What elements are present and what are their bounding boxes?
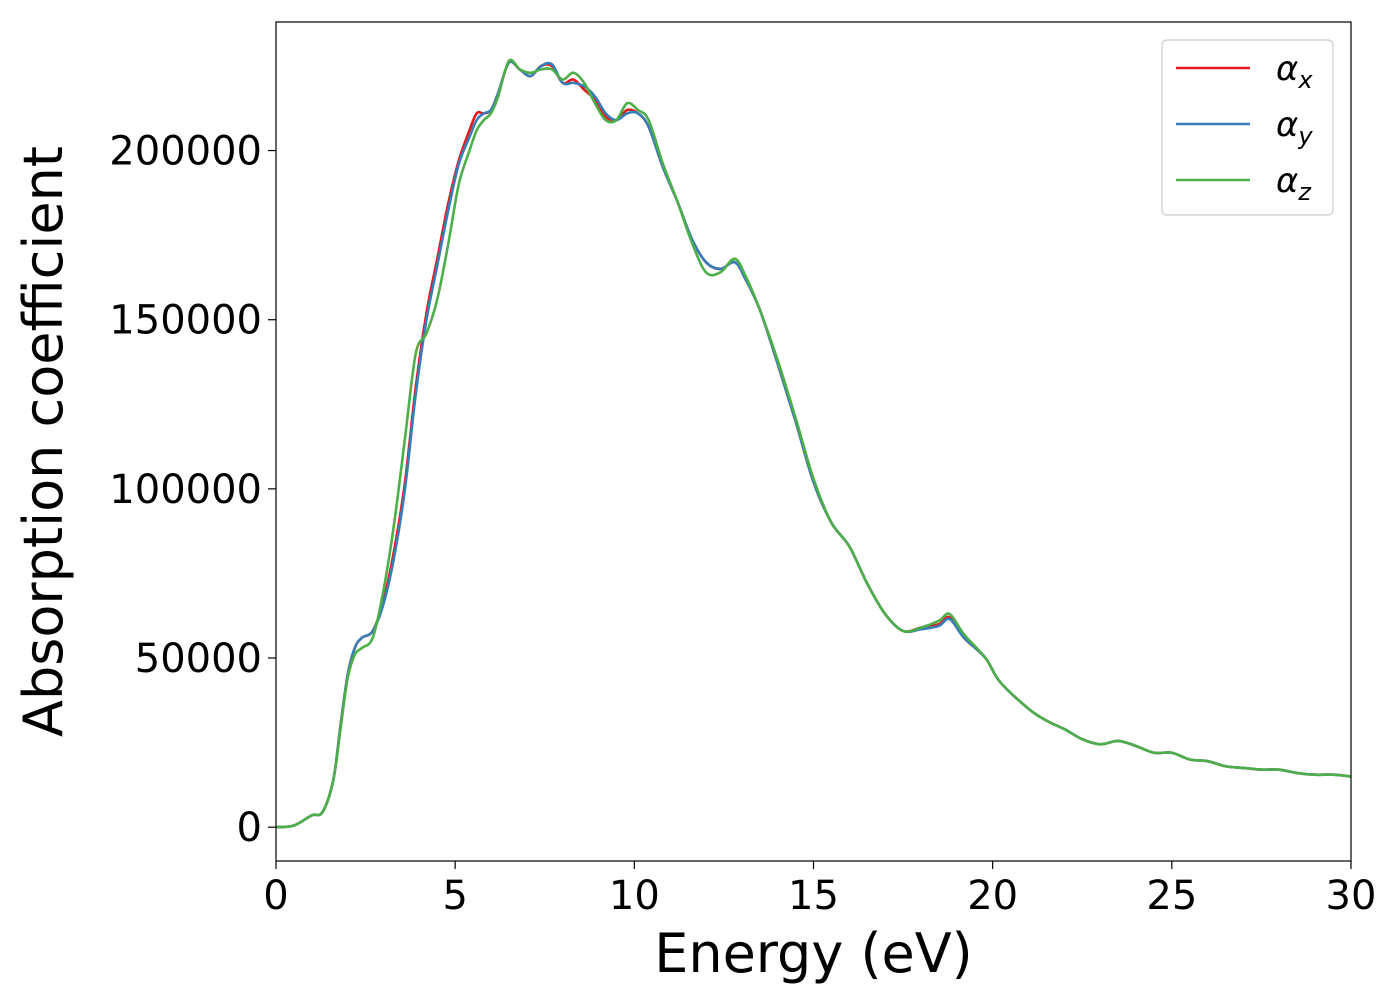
legend-label-symbol: α bbox=[1276, 161, 1298, 201]
x-tick-label: 0 bbox=[263, 873, 288, 919]
legend-label-symbol: α bbox=[1276, 49, 1298, 89]
series-line-z bbox=[276, 58, 1351, 829]
legend-box bbox=[1161, 39, 1334, 216]
y-axis-ticks: 0 50000 100000 150000 200000 bbox=[109, 129, 276, 851]
legend-label-symbol: α bbox=[1276, 105, 1298, 145]
x-tick-label: 5 bbox=[442, 873, 467, 919]
y-tick-label: 0 bbox=[237, 805, 262, 851]
y-axis-title: Absorption coefficient bbox=[12, 146, 75, 737]
series-layer bbox=[276, 58, 1351, 829]
x-tick-label: 25 bbox=[1146, 873, 1197, 919]
y-tick-label: 100000 bbox=[109, 467, 262, 513]
legend-label-subscript: y bbox=[1297, 122, 1313, 150]
y-tick-label: 150000 bbox=[109, 298, 262, 344]
x-tick-label: 30 bbox=[1326, 873, 1377, 919]
legend-label-subscript: x bbox=[1297, 66, 1313, 94]
legend-label-z: αz bbox=[1276, 161, 1312, 206]
x-tick-label: 15 bbox=[788, 873, 839, 919]
legend-label-y: αy bbox=[1276, 105, 1313, 150]
x-tick-label: 10 bbox=[609, 873, 660, 919]
legend-label-x: αx bbox=[1276, 49, 1313, 94]
x-axis-title: Energy (eV) bbox=[654, 922, 973, 985]
x-tick-label: 20 bbox=[967, 873, 1018, 919]
x-axis-ticks: 0 5 10 15 20 25 30 bbox=[263, 861, 1376, 919]
y-tick-label: 200000 bbox=[109, 129, 262, 175]
legend-label-subscript: z bbox=[1297, 178, 1312, 206]
y-tick-label: 50000 bbox=[135, 636, 262, 682]
